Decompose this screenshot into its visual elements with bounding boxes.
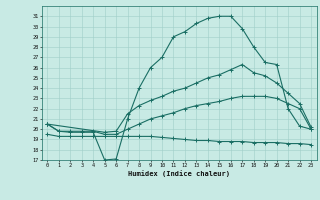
X-axis label: Humidex (Indice chaleur): Humidex (Indice chaleur): [128, 170, 230, 177]
